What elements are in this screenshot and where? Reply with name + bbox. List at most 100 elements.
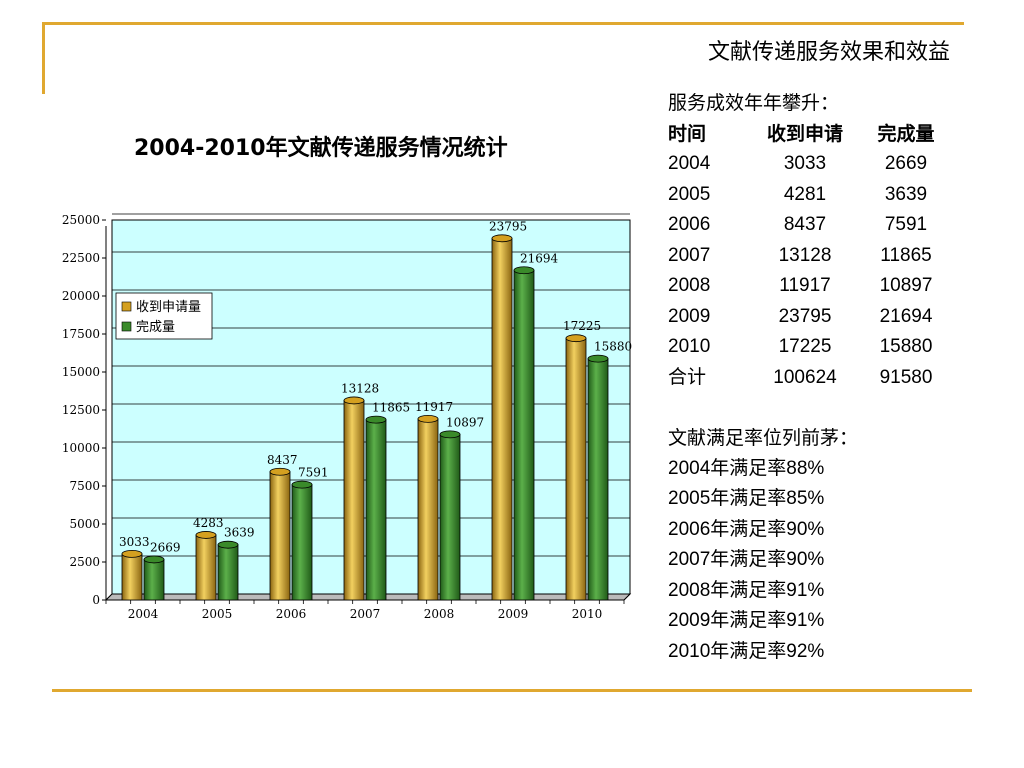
chart-title: 2004-2010年文献传递服务情况统计 (134, 136, 508, 161)
table-header: 时间 收到申请 完成量 (668, 119, 968, 150)
bar-completed (587, 354, 609, 601)
row-year: 2009 (668, 305, 711, 327)
data-label: 13128 (341, 381, 379, 395)
rate-item: 2007年满足率90% (668, 549, 825, 570)
x-tick-label: 2006 (276, 607, 307, 621)
bar-received (417, 414, 439, 601)
table-row: 2004 3033 2669 (668, 149, 968, 180)
bar-received (269, 467, 291, 601)
x-tick-label: 2008 (424, 607, 455, 621)
data-label: 11865 (372, 401, 410, 415)
data-label: 23795 (489, 219, 527, 233)
bar-completed (513, 266, 535, 601)
y-tick-label: 5000 (69, 517, 100, 531)
bar-received (195, 531, 217, 601)
data-label: 11917 (415, 400, 453, 414)
legend-box (115, 292, 213, 340)
row-received: 8437 (783, 214, 827, 235)
col-received-header: 收到申请 (766, 122, 843, 145)
y-tick-label: 17500 (62, 327, 100, 341)
frame-left-line (42, 22, 45, 94)
data-label: 15880 (594, 340, 632, 354)
x-tick-label: 2004 (128, 607, 159, 621)
table-row: 2008 11917 10897 (668, 271, 968, 302)
data-label: 21694 (520, 251, 559, 265)
table-row: 合计 100624 91580 (668, 363, 968, 394)
row-year: 2007 (668, 244, 711, 266)
x-tick-label: 2005 (202, 607, 233, 621)
data-label: 3639 (224, 526, 255, 540)
data-label: 2669 (150, 540, 181, 554)
y-tick-label: 7500 (69, 479, 100, 493)
row-completed: 7591 (884, 214, 928, 235)
bar-completed (365, 415, 387, 601)
y-tick-label: 0 (92, 593, 100, 607)
y-tick-label: 12500 (62, 403, 100, 417)
row-completed: 91580 (879, 366, 933, 388)
y-tick-label: 20000 (62, 289, 100, 303)
y-tick-label: 10000 (62, 441, 100, 455)
data-label: 4283 (193, 516, 224, 530)
legend-label: 收到申请量 (136, 300, 201, 315)
legend-label: 完成量 (136, 320, 175, 335)
bar-completed (143, 555, 165, 601)
rate-item: 2005年满足率85% (668, 488, 825, 509)
data-label: 10897 (446, 415, 484, 429)
y-tick-label: 2500 (69, 555, 100, 569)
row-year: 2010 (668, 336, 711, 357)
table-row: 2007 13128 11865 (668, 241, 968, 272)
frame-top-line (42, 22, 964, 25)
data-label: 3033 (119, 535, 150, 549)
rate-item: 2008年满足率91% (668, 579, 825, 601)
row-received: 23795 (778, 305, 832, 327)
growth-heading: 服务成效年年攀升： (668, 92, 840, 114)
y-tick-label: 15000 (62, 365, 100, 379)
rate-heading: 文献满足率位列前茅： (668, 427, 859, 449)
x-tick-label: 2009 (498, 607, 529, 621)
frame-bottom-line (52, 689, 972, 692)
row-year: 2005 (668, 183, 711, 205)
data-label: 17225 (563, 319, 601, 333)
bar-received (343, 396, 365, 601)
bar-chart: 0 2500 5000 7500 10000 12500 15000 17500 20000 22… (62, 213, 632, 621)
row-received: 17225 (778, 336, 832, 357)
legend-swatch-received (121, 301, 132, 312)
bar-completed (291, 480, 313, 601)
row-completed: 11865 (880, 244, 932, 266)
row-completed: 10897 (879, 275, 933, 296)
table-row: 2006 8437 7591 (668, 210, 968, 241)
slide-title: 文献传递服务效果和效益 (707, 40, 950, 65)
table-row: 2005 4281 3639 (668, 180, 968, 211)
bar-completed (439, 430, 461, 601)
rate-item: 2006年满足率90% (668, 518, 825, 540)
row-year: 2004 (668, 153, 711, 174)
x-tick-label: 2007 (350, 607, 381, 621)
row-received: 4281 (783, 183, 827, 205)
row-year: 合计 (668, 366, 707, 388)
row-year: 2006 (668, 214, 711, 235)
row-received: 3033 (783, 153, 827, 174)
row-received: 100624 (773, 366, 837, 388)
table-row: 2009 23795 21694 (668, 302, 968, 333)
rate-item: 2004年满足率88% (668, 457, 825, 479)
row-year: 2008 (668, 275, 711, 296)
rate-item: 2009年满足率91% (668, 610, 825, 631)
row-completed: 3639 (884, 183, 928, 205)
side-panel: 服务成效年年攀升： 时间 收到申请 完成量 2004 3033 2669 2005 42… (668, 88, 968, 667)
row-completed: 21694 (879, 305, 933, 327)
stats-table: 2004 3033 2669 2005 4281 3639 2006 8437 7591 2007… (668, 149, 968, 393)
rate-item: 2010年满足率92% (668, 640, 825, 662)
bar-completed (217, 540, 239, 601)
y-tick-label: 25000 (62, 213, 100, 227)
y-tick-label: 22500 (62, 251, 100, 265)
x-tick-label: 2010 (572, 607, 603, 621)
data-label: 8437 (267, 453, 298, 467)
row-received: 11917 (779, 275, 831, 296)
bar-received (491, 234, 513, 601)
bar-received (565, 334, 587, 601)
row-completed: 15880 (879, 336, 933, 357)
row-completed: 2669 (884, 153, 928, 174)
table-row: 2010 17225 15880 (668, 332, 968, 363)
data-label: 7591 (298, 466, 329, 480)
row-received: 13128 (778, 244, 832, 266)
